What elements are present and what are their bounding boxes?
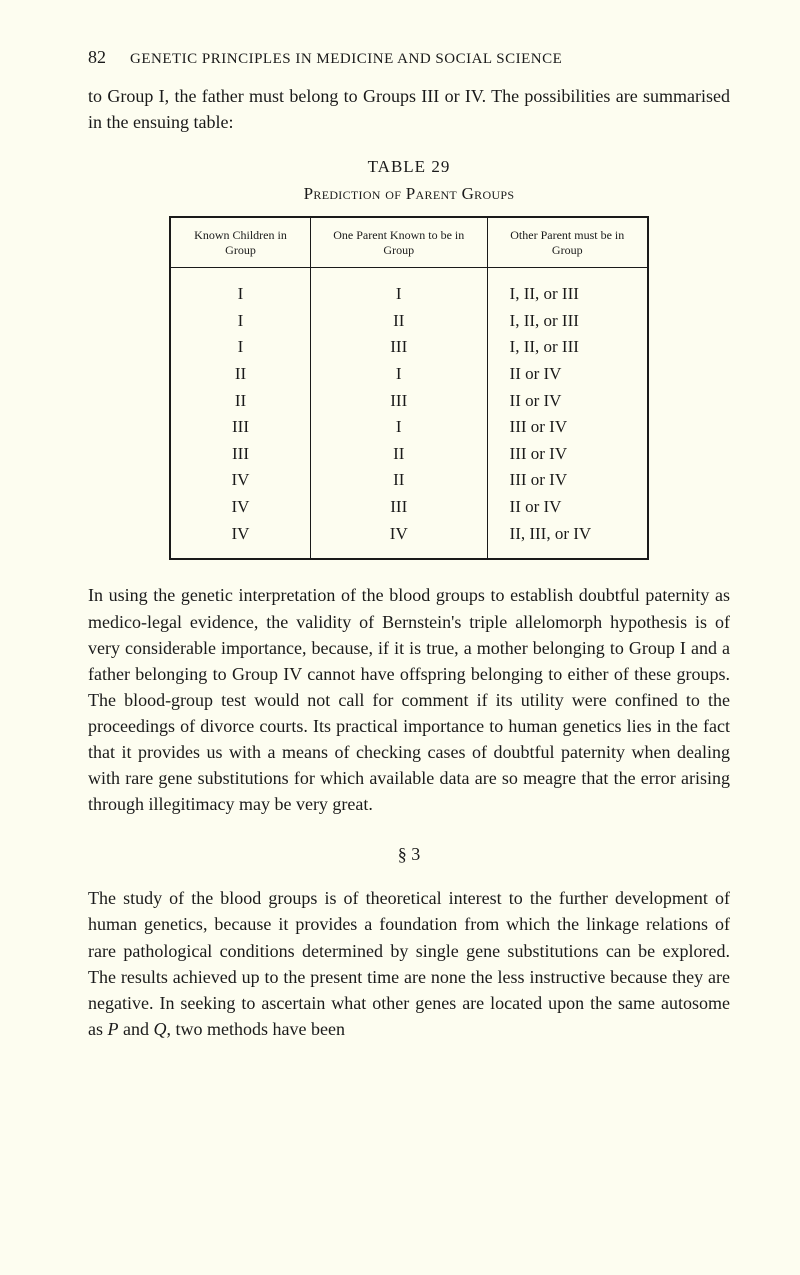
- table-cell: III: [311, 334, 488, 361]
- table-cell: IV: [170, 494, 311, 521]
- table-cell: I, II, or III: [487, 334, 648, 361]
- table-cell: III: [311, 388, 488, 415]
- running-title: GENETIC PRINCIPLES IN MEDICINE AND SOCIA…: [130, 49, 562, 71]
- table-row: IVIIIII or IV: [170, 467, 648, 494]
- table-row: IIIII, II, or III: [170, 334, 648, 361]
- table-row: III, II, or III: [170, 268, 648, 308]
- table-row: IIIIIIII or IV: [170, 441, 648, 468]
- table-cell: I, II, or III: [487, 308, 648, 335]
- table-cell: II or IV: [487, 388, 648, 415]
- table-title-block: TABLE 29 Prediction of Parent Groups: [88, 155, 730, 206]
- table-number: TABLE 29: [88, 155, 730, 180]
- table-cell: III or IV: [487, 414, 648, 441]
- table-cell: IV: [170, 467, 311, 494]
- intro-paragraph: to Group I, the father must belong to Gr…: [88, 83, 730, 135]
- table-row: IIII, II, or III: [170, 308, 648, 335]
- table-cell: II: [311, 441, 488, 468]
- table-cell: II: [170, 388, 311, 415]
- table-row: IIIII or IV: [170, 361, 648, 388]
- table-row: IIIIIII or IV: [170, 414, 648, 441]
- table-caption: Prediction of Parent Groups: [88, 182, 730, 207]
- para2-text-a: The study of the blood groups is of theo…: [88, 888, 730, 1038]
- table-row: IVIVII, III, or IV: [170, 521, 648, 560]
- table-cell: IV: [311, 521, 488, 560]
- variable-p: P: [108, 1019, 119, 1039]
- table-cell: I: [311, 268, 488, 308]
- table-cell: IV: [170, 521, 311, 560]
- table-cell: III or IV: [487, 467, 648, 494]
- table-cell: III: [170, 441, 311, 468]
- table-cell: I: [311, 414, 488, 441]
- table-cell: II or IV: [487, 494, 648, 521]
- paragraph-1: In using the genetic interpretation of t…: [88, 582, 730, 817]
- table-cell: I, II, or III: [487, 268, 648, 308]
- variable-q: Q: [154, 1019, 167, 1039]
- table-row: IIIIIII or IV: [170, 388, 648, 415]
- paragraph-2: The study of the blood groups is of theo…: [88, 885, 730, 1042]
- col-header-other-parent: Other Parent must be in Group: [487, 217, 648, 267]
- table-cell: II: [170, 361, 311, 388]
- section-mark: § 3: [88, 841, 730, 867]
- table-cell: III: [170, 414, 311, 441]
- table-cell: III or IV: [487, 441, 648, 468]
- table-cell: II, III, or IV: [487, 521, 648, 560]
- table-cell: II or IV: [487, 361, 648, 388]
- table-cell: I: [170, 308, 311, 335]
- col-header-known-children: Known Children in Group: [170, 217, 311, 267]
- table-cell: III: [311, 494, 488, 521]
- page-number: 82: [88, 44, 106, 70]
- table-cell: I: [170, 268, 311, 308]
- col-header-one-parent: One Parent Known to be in Group: [311, 217, 488, 267]
- table-cell: II: [311, 308, 488, 335]
- table-cell: II: [311, 467, 488, 494]
- table-cell: I: [311, 361, 488, 388]
- table-header-row: Known Children in Group One Parent Known…: [170, 217, 648, 267]
- page-header: 82 GENETIC PRINCIPLES IN MEDICINE AND SO…: [88, 44, 730, 71]
- table-cell: I: [170, 334, 311, 361]
- table-row: IVIIIII or IV: [170, 494, 648, 521]
- para2-text-c: , two methods have been: [167, 1019, 345, 1039]
- prediction-table: Known Children in Group One Parent Known…: [169, 216, 649, 560]
- para2-text-b: and: [119, 1019, 154, 1039]
